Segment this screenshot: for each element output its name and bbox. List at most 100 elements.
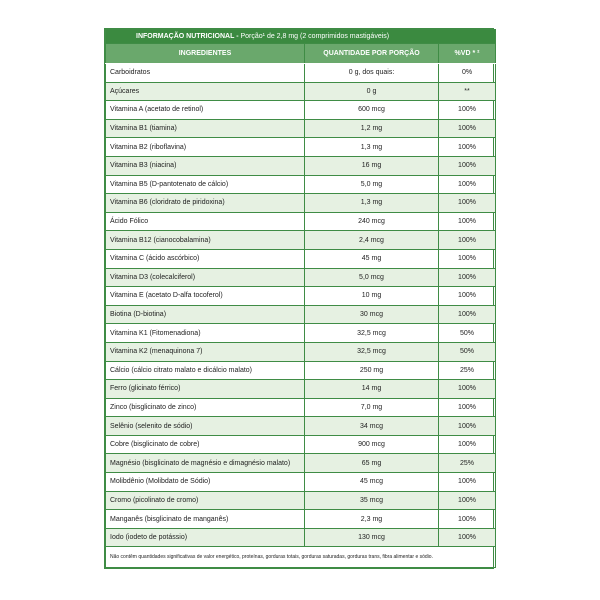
daily-value: 100%: [437, 434, 497, 455]
quantity: 10 mg: [304, 286, 439, 306]
ingredient: Selênio (selenito de sódio): [105, 416, 305, 436]
ingredient: Vitamina B6 (cloridrato de piridoxina): [105, 193, 305, 213]
quantity: 130 mcg: [304, 527, 439, 548]
ingredient: Cromo (picolinato de cromo): [105, 490, 305, 511]
daily-value: 100%: [437, 472, 497, 492]
quantity: 250 mg: [304, 360, 439, 381]
daily-value: 100%: [437, 379, 497, 399]
row: Ácido Fólico 240 mcg 100%: [105, 211, 497, 232]
row: Vitamina B5 (D-pantotenato de cálcio) 5,0…: [105, 174, 497, 195]
quantity: 34 mcg: [304, 416, 439, 436]
ingredient: Açúcares: [105, 81, 305, 102]
row: Selênio (selenito de sódio) 34 mcg 100%: [105, 416, 497, 436]
quantity: 45 mg: [304, 248, 439, 269]
quantity: 5,0 mg: [304, 174, 439, 195]
row: Ferro (glicinato férrico) 14 mg 100%: [105, 379, 497, 399]
quantity: 7,0 mg: [304, 397, 439, 418]
row: Vitamina A (acetato de retinol) 600 mcg 10…: [105, 100, 497, 120]
row: Vitamina B2 (riboflavina) 1,3 mg 100%: [105, 137, 497, 157]
nutrition-table: INFORMAÇÃO NUTRICIONAL - Porção¹ de 2,8 …: [104, 28, 497, 570]
daily-value: 100%: [437, 490, 497, 511]
row: Vitamina D3 (colecalciferol) 5,0 mcg 100%: [105, 267, 497, 288]
quantity: 1,3 mg: [304, 193, 439, 213]
daily-value: 100%: [437, 527, 497, 548]
row: Cobre (bisglicinato de cobre) 900 mcg 100%: [105, 434, 497, 455]
row: Vitamina C (ácido ascórbico) 45 mg 100%: [105, 248, 497, 269]
ingredient: Iodo (iodeto de potássio): [105, 527, 305, 548]
quantity: 30 mcg: [304, 304, 439, 325]
quantity: 900 mcg: [304, 434, 439, 455]
ingredient: Vitamina B12 (cianocobalamina): [105, 230, 305, 250]
quantity: 1,2 mg: [304, 118, 439, 139]
ingredient: Cobre (bisglicinato de cobre): [105, 434, 305, 455]
ingredient: Vitamina C (ácido ascórbico): [105, 248, 305, 269]
table: INFORMAÇÃO NUTRICIONAL - Porção¹ de 2,8 …: [104, 29, 497, 569]
ingredient: Carboidratos: [105, 63, 305, 83]
row: Biotina (D-biotina) 30 mcg 100%: [105, 304, 497, 325]
daily-value: 50%: [437, 323, 497, 343]
quantity: 2,3 mg: [304, 509, 439, 529]
ingredient: Vitamina B5 (D-pantotenato de cálcio): [105, 174, 305, 195]
table-body: Carboidratos 0 g, dos quais: 0% Açúcares 0 g…: [105, 63, 497, 548]
header: %VD * ²: [437, 43, 497, 64]
row: Vitamina B12 (cianocobalamina) 2,4 mcg 100…: [105, 230, 497, 250]
ingredient: Zinco (bisglicinato de zinco): [105, 397, 305, 418]
daily-value: 100%: [437, 286, 497, 306]
ingredient: Biotina (D-biotina): [105, 304, 305, 325]
daily-value: 100%: [437, 248, 497, 269]
daily-value: 100%: [437, 100, 497, 120]
ingredient: Vitamina B2 (riboflavina): [105, 137, 305, 157]
quantity: 16 mg: [304, 155, 439, 176]
row: Vitamina K2 (menaquinona 7) 32,5 mcg 50%: [105, 341, 497, 362]
serving: Porção¹ de 2,8 mg (2 comprimidos mastigá…: [240, 33, 390, 40]
note: Não contêm quantidades significativas de…: [104, 546, 497, 569]
ingredient: Vitamina E (acetato D-alfa tocoferol): [105, 286, 305, 306]
ingredient: Manganês (bisglicinato de manganês): [105, 509, 305, 529]
quantity: 0 g: [304, 81, 439, 102]
ingredient: Magnésio (bisglicinato de magnésio e dim…: [105, 453, 305, 474]
ingredient: Cálcio (cálcio citrato malato e dicálcio…: [105, 360, 305, 381]
title: INFORMAÇÃO NUTRICIONAL - Porção¹ de 2,8 …: [104, 29, 497, 44]
row: Cromo (picolinato de cromo) 35 mcg 100%: [105, 490, 497, 511]
quantity: 35 mcg: [304, 490, 439, 511]
ingredient: Vitamina D3 (colecalciferol): [105, 267, 305, 288]
daily-value: 100%: [437, 137, 497, 157]
ingredient: Vitamina K2 (menaquinona 7): [105, 341, 305, 362]
row: Zinco (bisglicinato de zinco) 7,0 mg 100%: [105, 397, 497, 418]
header: QUANTIDADE POR PORÇÃO: [304, 43, 439, 64]
daily-value: 100%: [437, 211, 497, 232]
ingredient: Vitamina B1 (tiamina): [105, 118, 305, 139]
daily-value: 25%: [437, 360, 497, 381]
daily-value: 100%: [437, 397, 497, 418]
quantity: 5,0 mcg: [304, 267, 439, 288]
row: Molibdênio (Molibdato de Sódio) 45 mcg 100…: [105, 472, 497, 492]
daily-value: 50%: [437, 341, 497, 362]
row: Açúcares 0 g **: [105, 81, 497, 102]
daily-value: 100%: [437, 118, 497, 139]
quantity: 0 g, dos quais:: [304, 63, 439, 83]
ingredient: Ferro (glicinato férrico): [105, 379, 305, 399]
ingredient: Vitamina A (acetato de retinol): [105, 100, 305, 120]
daily-value: 100%: [437, 155, 497, 176]
row: Cálcio (cálcio citrato malato e dicálcio…: [105, 360, 497, 381]
ingredient: Ácido Fólico: [105, 211, 305, 232]
daily-value: 0%: [437, 63, 497, 83]
quantity: 600 mcg: [304, 100, 439, 120]
quantity: 65 mg: [304, 453, 439, 474]
row: Carboidratos 0 g, dos quais: 0%: [105, 63, 497, 83]
daily-value: **: [437, 81, 497, 102]
header: INGREDIENTES: [105, 43, 305, 64]
row: Vitamina E (acetato D-alfa tocoferol) 10 …: [105, 286, 497, 306]
ingredient: Vitamina B3 (niacina): [105, 155, 305, 176]
quantity: 1,3 mg: [304, 137, 439, 157]
quantity: 14 mg: [304, 379, 439, 399]
row: Vitamina B6 (cloridrato de piridoxina) 1,…: [105, 193, 497, 213]
header-row: INGREDIENTES QUANTIDADE POR PORÇÃO %VD *…: [105, 43, 497, 64]
row: Vitamina B3 (niacina) 16 mg 100%: [105, 155, 497, 176]
quantity: 240 mcg: [304, 211, 439, 232]
quantity: 32,5 mcg: [304, 323, 439, 343]
row: Vitamina B1 (tiamina) 1,2 mg 100%: [105, 118, 497, 139]
title-row: INFORMAÇÃO NUTRICIONAL - Porção¹ de 2,8 …: [104, 29, 497, 44]
daily-value: 100%: [437, 304, 497, 325]
